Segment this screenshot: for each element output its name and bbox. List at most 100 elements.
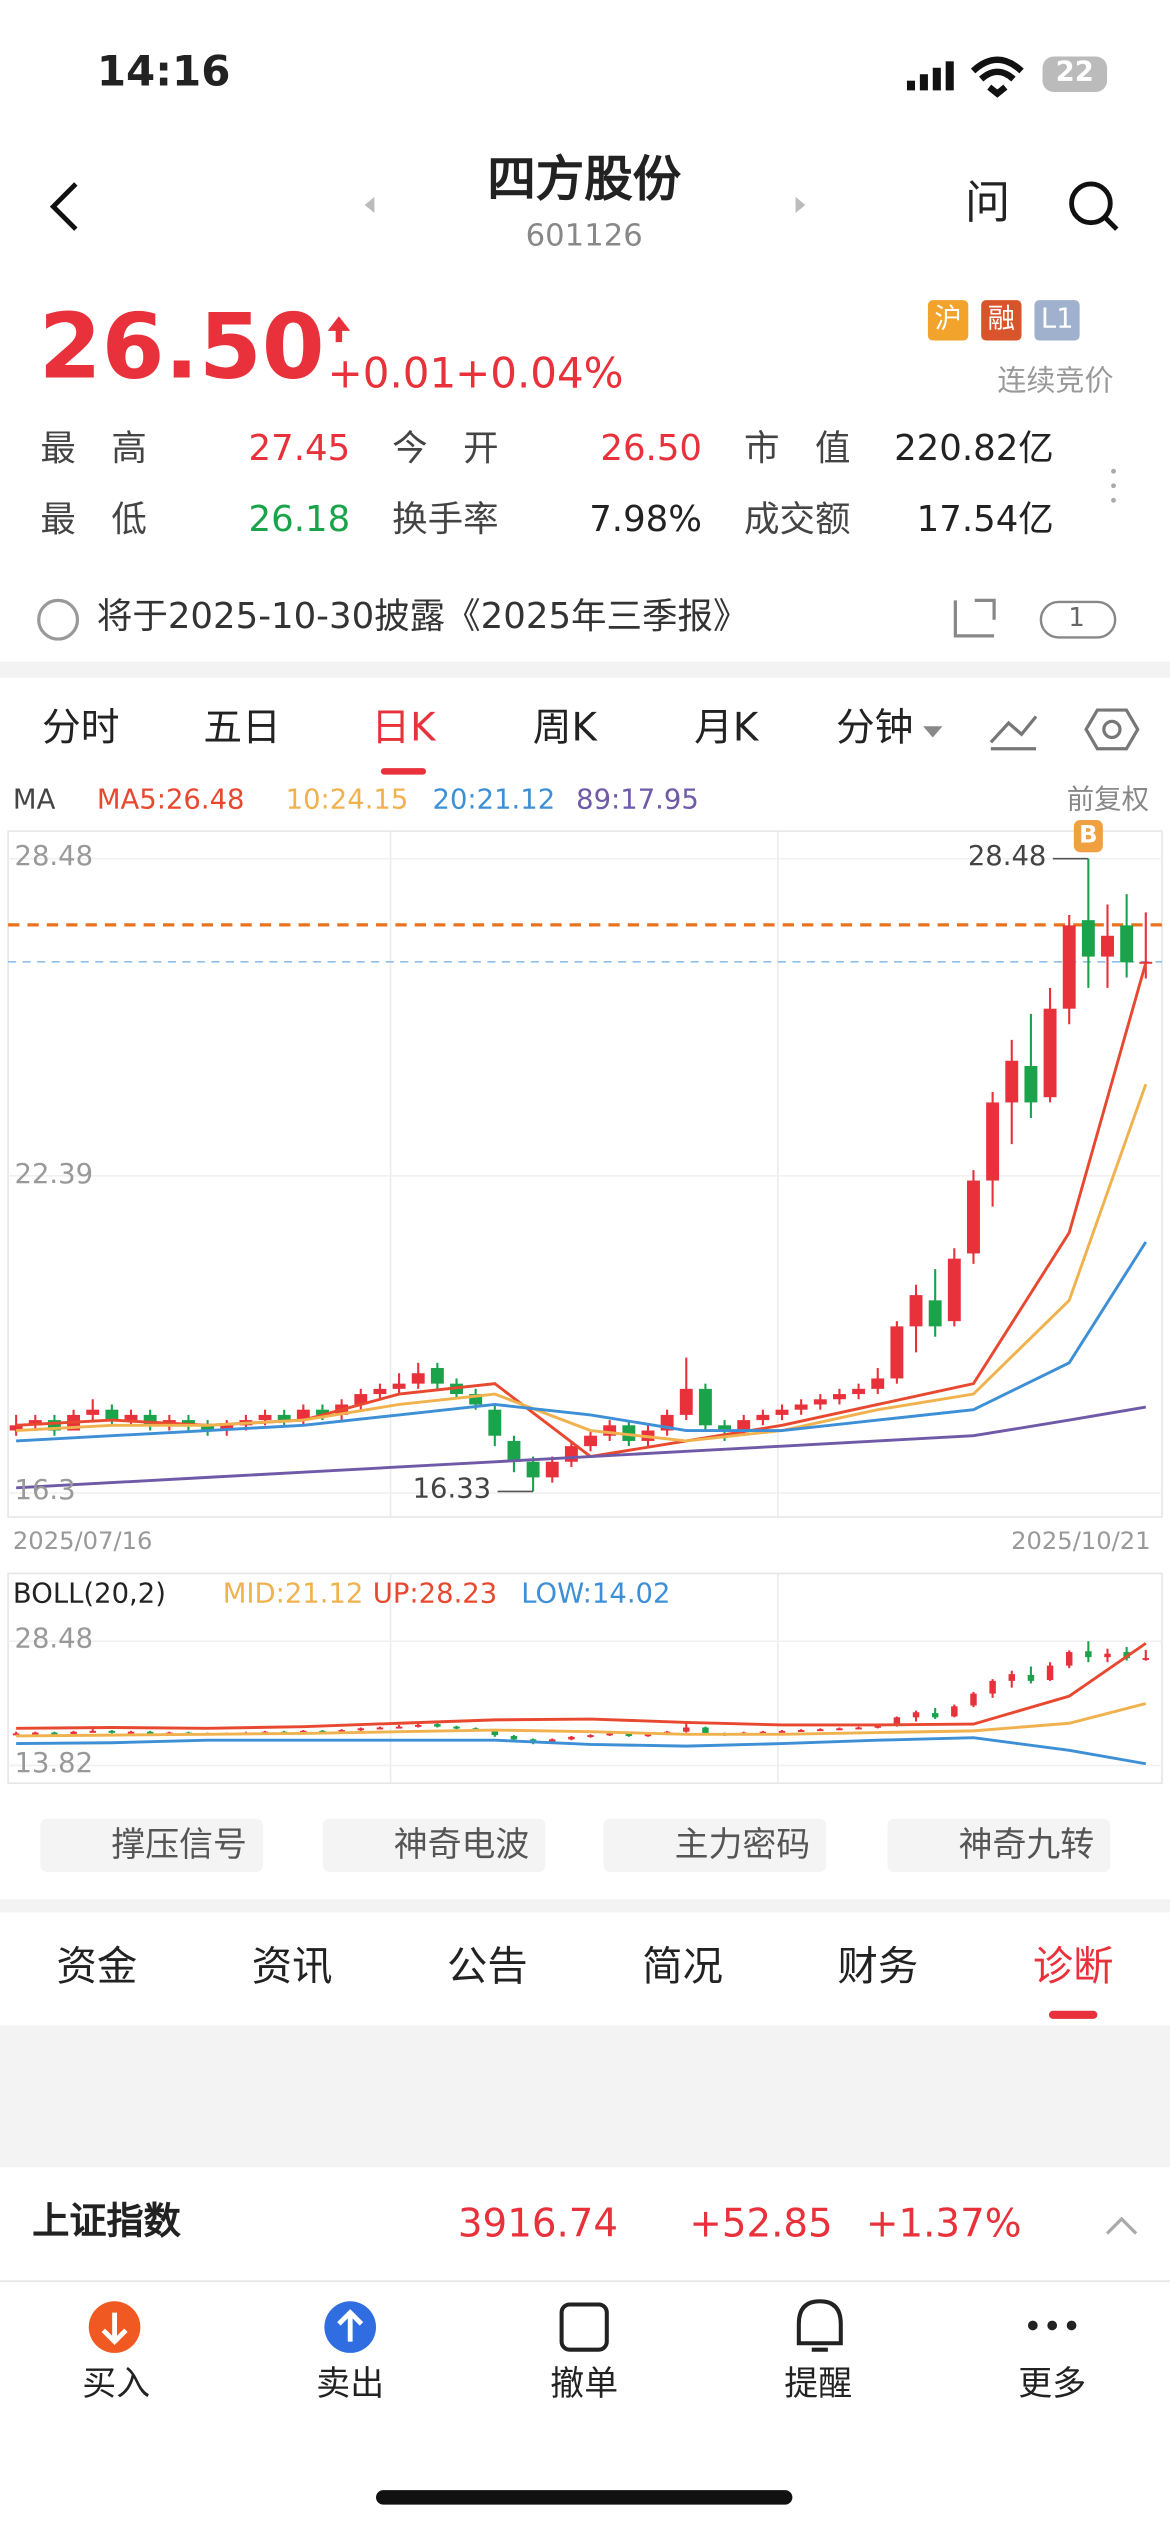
feature-button[interactable]: 撑压信号 bbox=[40, 1818, 264, 1872]
nav-item[interactable]: 更多 bbox=[1018, 2364, 1087, 2403]
tab[interactable]: 周K bbox=[532, 705, 597, 751]
nav-item[interactable]: 提醒 bbox=[784, 2364, 853, 2403]
nav-item[interactable]: 买入 bbox=[82, 2364, 151, 2403]
field-value: 27.45 bbox=[248, 429, 351, 470]
candle-body bbox=[874, 1725, 881, 1728]
candle-body bbox=[453, 1726, 460, 1729]
candle-body bbox=[545, 1461, 559, 1478]
buy-marker-label: B bbox=[1079, 819, 1098, 850]
candle-body bbox=[491, 1730, 499, 1736]
change: +0.01 bbox=[327, 350, 457, 399]
section-tab[interactable]: 资讯 bbox=[251, 1943, 333, 1990]
candle-body bbox=[967, 1180, 980, 1254]
candle-body bbox=[644, 1734, 652, 1737]
search-button[interactable] bbox=[1069, 181, 1113, 226]
expand[interactable] bbox=[1105, 2216, 1138, 2235]
ask-button[interactable]: 问 bbox=[965, 175, 1011, 230]
alert-icon[interactable] bbox=[796, 2299, 843, 2352]
candle-body bbox=[338, 1730, 345, 1732]
candle-body bbox=[817, 1729, 824, 1732]
candle-body bbox=[28, 1420, 42, 1426]
annotation: 16.33 bbox=[412, 1473, 492, 1506]
candle-body bbox=[316, 1409, 329, 1415]
candle-body bbox=[105, 1409, 119, 1421]
market-badge: 沪 bbox=[927, 300, 969, 341]
candle-body bbox=[832, 1394, 846, 1400]
index-name: 上证指数 bbox=[32, 2201, 181, 2244]
candle-body bbox=[526, 1461, 540, 1478]
candle-body bbox=[679, 1388, 693, 1415]
section-tab[interactable]: 资金 bbox=[56, 1943, 138, 1990]
feature-button[interactable]: 神奇电波 bbox=[322, 1818, 546, 1872]
feature-button[interactable]: 主力密码 bbox=[603, 1818, 827, 1872]
share-icon[interactable] bbox=[953, 598, 996, 638]
candle-body bbox=[89, 1730, 96, 1733]
draw-tool[interactable] bbox=[989, 715, 1038, 751]
index-change: +52.85 bbox=[689, 2201, 833, 2247]
section-tab[interactable]: 财务 bbox=[837, 1943, 919, 1990]
candle-body bbox=[1065, 1652, 1073, 1666]
candle-body bbox=[584, 1435, 597, 1447]
candle-body bbox=[124, 1414, 138, 1421]
candle-body bbox=[373, 1388, 387, 1395]
candle-body bbox=[1062, 925, 1076, 1009]
candle-body bbox=[778, 1730, 786, 1733]
indicator-line bbox=[16, 1241, 1148, 1443]
wifi-icon bbox=[970, 56, 1024, 98]
section-indicator bbox=[1048, 2010, 1098, 2019]
candle-body bbox=[737, 1420, 751, 1431]
notice-count[interactable] bbox=[1039, 600, 1117, 639]
y-tick-label: 22.39 bbox=[14, 1158, 94, 1191]
panel-border bbox=[7, 830, 1163, 1518]
notice[interactable]: 将于2025-10-30披露《2025年三季报》 bbox=[96, 597, 749, 638]
cancel-icon[interactable] bbox=[559, 2302, 609, 2352]
ma-label: MA bbox=[12, 784, 56, 817]
candle-body bbox=[1142, 1658, 1150, 1660]
clock: 14:16 bbox=[96, 48, 231, 97]
section-tab[interactable]: 公告 bbox=[447, 1943, 528, 1990]
candle-body bbox=[564, 1446, 578, 1462]
candle-body bbox=[1008, 1674, 1015, 1681]
indicator-line bbox=[16, 1642, 1147, 1730]
next-stock[interactable] bbox=[795, 196, 806, 214]
nav-item[interactable]: 卖出 bbox=[316, 2364, 385, 2403]
back-button[interactable] bbox=[49, 182, 78, 231]
candle-body bbox=[775, 1409, 789, 1415]
candle-body bbox=[625, 1733, 633, 1736]
candle-body bbox=[414, 1724, 422, 1727]
candle-body bbox=[683, 1727, 690, 1732]
candle-body bbox=[47, 1420, 61, 1431]
candle-body bbox=[9, 1425, 23, 1431]
search-handle bbox=[1103, 216, 1119, 231]
candle-body bbox=[951, 1706, 958, 1717]
tab[interactable]: 月K bbox=[694, 705, 759, 751]
candle-body bbox=[469, 1394, 483, 1405]
settings[interactable] bbox=[1084, 708, 1140, 751]
tab[interactable]: 分时 bbox=[41, 705, 120, 751]
candle-body bbox=[890, 1326, 904, 1379]
candle-body bbox=[797, 1730, 805, 1732]
section-tab[interactable]: 诊断 bbox=[1032, 1943, 1114, 1990]
field-label: 市 值 bbox=[743, 429, 851, 470]
candle-body bbox=[928, 1300, 942, 1327]
tab[interactable]: 日K bbox=[371, 705, 436, 751]
candle-body bbox=[182, 1420, 195, 1426]
tab[interactable]: 五日 bbox=[203, 705, 281, 751]
stock-code: 601126 bbox=[525, 217, 643, 254]
field-value: 7.98% bbox=[589, 500, 702, 541]
prev-stock[interactable] bbox=[364, 196, 375, 214]
field-label: 最 低 bbox=[40, 500, 147, 541]
candle-body bbox=[86, 1409, 100, 1415]
candle-body bbox=[354, 1394, 368, 1405]
feature-button[interactable]: 神奇九转 bbox=[887, 1818, 1111, 1872]
section-tab[interactable]: 简况 bbox=[642, 1943, 723, 1990]
annotation: 28.48 bbox=[967, 840, 1047, 874]
tab[interactable]: 分钟 bbox=[835, 705, 914, 751]
candle-body bbox=[587, 1735, 594, 1738]
nav-item[interactable]: 撤单 bbox=[550, 2364, 619, 2403]
ma-legend: 10:24.15 bbox=[285, 784, 409, 817]
y-tick-label: 16.3 bbox=[14, 1475, 76, 1508]
y-tick-label: 28.48 bbox=[14, 840, 94, 874]
adjust-mode[interactable]: 前复权 bbox=[1066, 784, 1150, 817]
